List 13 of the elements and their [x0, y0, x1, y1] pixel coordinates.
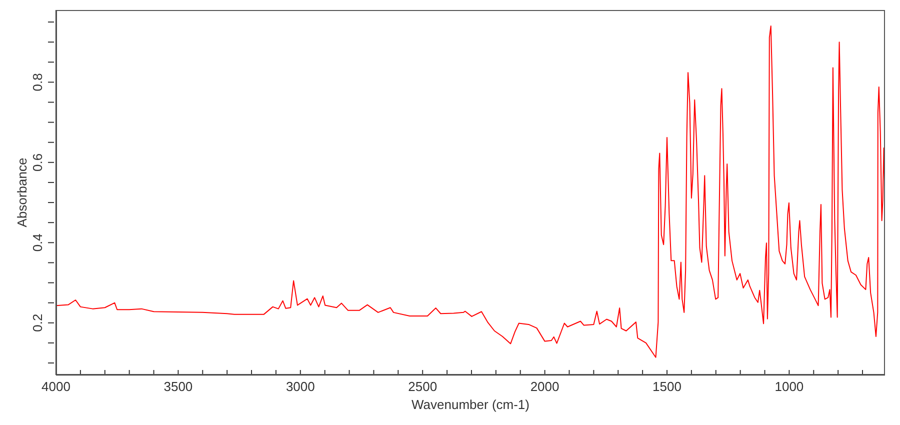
x-tick-label: 3000 [286, 379, 315, 394]
y-tick-label: 0.2 [30, 314, 45, 332]
x-tick-label: 1500 [652, 379, 682, 394]
y-axis-title: Absorbance [14, 158, 30, 228]
x-tick-label: 3500 [164, 379, 193, 394]
x-tick-label: 2000 [530, 379, 560, 394]
x-tick-label: 4000 [42, 379, 70, 394]
y-tick-label: 0.8 [30, 73, 45, 92]
x-tick-label: 2500 [408, 379, 438, 394]
y-tick-label: 0.4 [30, 234, 45, 252]
x-tick-label: 1000 [774, 379, 804, 394]
y-tick-label: 0.6 [30, 153, 45, 172]
x-axis-title: Wavenumber (cm-1) [412, 397, 530, 412]
